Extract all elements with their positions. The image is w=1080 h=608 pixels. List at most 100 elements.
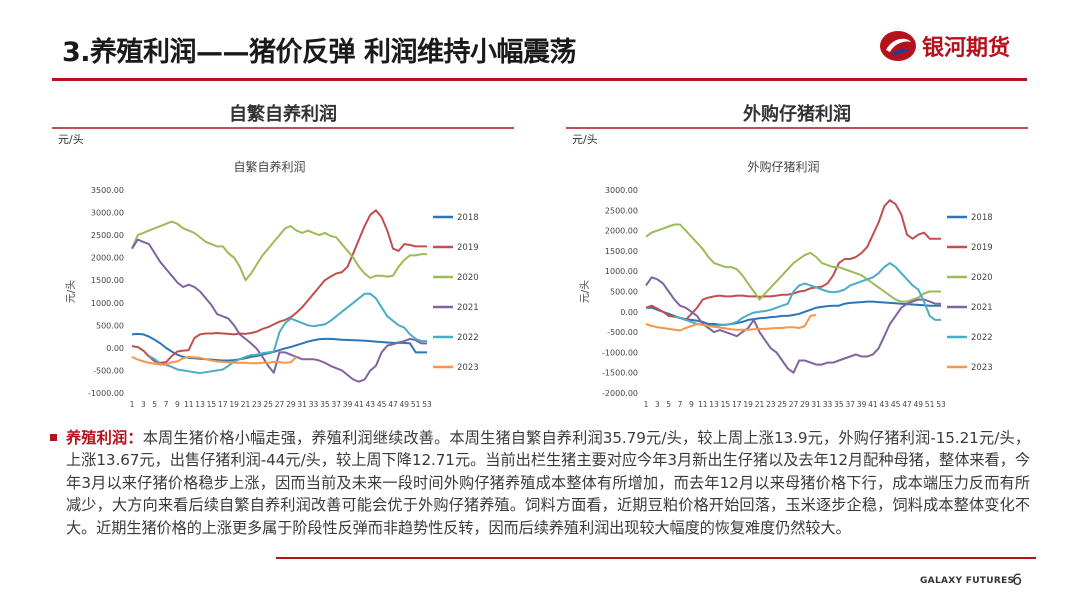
right-x-tick-label: 41	[868, 400, 878, 409]
left-series-line-2019	[131, 209, 427, 364]
footer-brand: GALAXY FUTURES	[920, 576, 1015, 586]
right-x-tick-label: 21	[755, 400, 765, 409]
right-y-tick-label: 500.00	[610, 288, 638, 297]
right-x-tick-label: 15	[721, 400, 731, 409]
left-y-tick-label: -500.00	[93, 366, 124, 375]
left-y-tick-label: 2000.00	[91, 254, 124, 263]
right-series-line-2021	[645, 276, 941, 374]
left-x-tick-label: 29	[286, 400, 296, 409]
right-legend-label-2021: 2021	[971, 303, 993, 313]
left-x-tick-label: 1	[130, 400, 135, 409]
commentary-text: 养殖利润：本周生猪价格小幅走强，养殖利润继续改善。本周生猪自繁自养利润35.79…	[66, 427, 1030, 539]
right-series-line-2023	[645, 314, 817, 332]
right-x-tick-label: 29	[800, 400, 810, 409]
left-legend-label-2021: 2021	[457, 303, 479, 313]
right-x-tick-label: 7	[678, 400, 683, 409]
right-y-tick-label: 0.00	[620, 308, 638, 317]
right-y-axis-label: 元/头	[579, 280, 591, 303]
bottom-divider	[276, 557, 1036, 559]
left-x-tick-label: 53	[422, 400, 432, 409]
commentary-lead: 养殖利润：	[66, 429, 143, 447]
right-x-tick-label: 45	[891, 400, 901, 409]
right-plot-title: 外购仔猪利润	[747, 159, 819, 174]
right-x-tick-label: 23	[766, 400, 776, 409]
left-x-tick-label: 23	[252, 400, 262, 409]
left-series-line-2020	[131, 220, 427, 282]
left-x-tick-label: 5	[152, 400, 157, 409]
left-chart-header: 自繁自养利润	[229, 104, 337, 125]
left-x-tick-label: 17	[218, 400, 228, 409]
right-header-rule	[566, 127, 1028, 129]
left-y-tick-label: 500.00	[96, 321, 124, 330]
left-y-tick-label: 2500.00	[91, 231, 124, 240]
right-x-tick-label: 35	[834, 400, 844, 409]
right-y-tick-label: 1000.00	[605, 267, 638, 276]
right-series-line-2022	[674, 262, 941, 327]
right-x-tick-label: 17	[732, 400, 742, 409]
left-x-tick-label: 11	[184, 400, 194, 409]
right-x-tick-label: 49	[914, 400, 924, 409]
company-logo: 银河期货	[878, 28, 1010, 64]
left-x-tick-label: 51	[411, 400, 421, 409]
left-legend-label-2023: 2023	[457, 363, 479, 373]
right-chart-header: 外购仔猪利润	[743, 104, 851, 125]
right-legend-label-2022: 2022	[971, 333, 993, 343]
commentary-body: 本周生猪价格小幅走强，养殖利润继续改善。本周生猪自繁自养利润35.79元/头，较…	[66, 429, 1030, 537]
left-x-tick-label: 43	[365, 400, 375, 409]
right-x-tick-label: 43	[879, 400, 889, 409]
right-x-tick-label: 9	[689, 400, 694, 409]
right-x-tick-label: 31	[811, 400, 821, 409]
right-legend-label-2020: 2020	[971, 273, 993, 283]
right-x-tick-label: 5	[666, 400, 671, 409]
left-series-line-2021	[131, 238, 427, 383]
right-x-tick-label: 25	[777, 400, 787, 409]
left-plot-title: 自繁自养利润	[233, 159, 305, 174]
left-y-tick-label: 0.00	[106, 344, 124, 353]
left-x-tick-label: 49	[400, 400, 410, 409]
bullet-square-icon	[50, 434, 57, 441]
right-y-tick-label: -1000.00	[602, 348, 638, 357]
left-x-tick-label: 31	[297, 400, 307, 409]
left-x-tick-label: 13	[195, 400, 205, 409]
left-x-tick-label: 7	[164, 400, 169, 409]
right-series-line-2018	[646, 300, 941, 326]
right-y-tick-label: 2500.00	[605, 206, 638, 215]
left-x-tick-label: 21	[241, 400, 251, 409]
left-y-tick-label: 3000.00	[91, 209, 124, 218]
right-y-tick-label: 2000.00	[605, 227, 638, 236]
right-x-tick-label: 47	[902, 400, 912, 409]
logo-text: 银河期货	[922, 36, 1011, 61]
left-legend-label-2020: 2020	[457, 273, 479, 283]
left-y-tick-label: 3500.00	[91, 186, 124, 195]
left-x-tick-label: 3	[141, 400, 146, 409]
left-legend-label-2022: 2022	[457, 333, 479, 343]
right-x-tick-label: 39	[857, 400, 867, 409]
right-series-line-2019	[645, 199, 941, 321]
left-x-tick-label: 35	[320, 400, 330, 409]
right-x-tick-label: 1	[644, 400, 649, 409]
left-y-axis-label: 元/头	[65, 280, 77, 303]
left-y-tick-label: 1500.00	[91, 276, 124, 285]
left-x-tick-label: 37	[331, 400, 341, 409]
title-divider	[52, 78, 1027, 81]
right-y-tick-label: -1500.00	[602, 369, 638, 378]
right-y-tick-label: -500.00	[607, 328, 638, 337]
left-series-line-2022	[148, 292, 427, 375]
left-x-tick-label: 9	[175, 400, 180, 409]
left-x-tick-label: 19	[229, 400, 239, 409]
right-x-tick-label: 3	[655, 400, 660, 409]
right-y-tick-label: 1500.00	[605, 247, 638, 256]
left-series-line-2023	[131, 355, 298, 366]
left-x-tick-label: 45	[377, 400, 387, 409]
right-x-tick-label: 51	[925, 400, 935, 409]
right-legend-label-2018: 2018	[971, 213, 993, 223]
left-y-tick-label: -1000.00	[88, 389, 124, 398]
left-x-tick-label: 41	[354, 400, 364, 409]
left-y-tick-label: 1000.00	[91, 299, 124, 308]
left-x-tick-label: 33	[309, 400, 319, 409]
page-number: 6	[1012, 570, 1023, 589]
left-legend-label-2019: 2019	[457, 243, 479, 253]
right-x-tick-label: 13	[709, 400, 719, 409]
